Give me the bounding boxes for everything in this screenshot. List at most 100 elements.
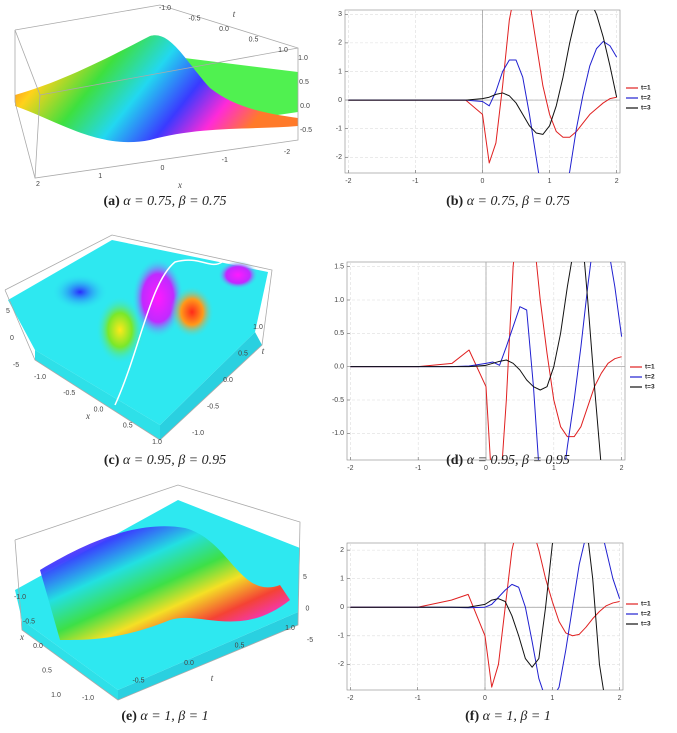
x-tick-label: 2: [36, 181, 40, 188]
y-tick-label: 1.5: [334, 264, 344, 271]
legend-label: t=1: [641, 85, 651, 92]
y-tick-label: -1.0: [159, 5, 171, 12]
legend-label: t=2: [641, 95, 651, 102]
y-tick-label: -1.0: [332, 430, 344, 437]
bounding-box: [14, 4, 299, 179]
legend-label: t=2: [641, 611, 651, 618]
y-tick-label: 1.0: [285, 625, 295, 632]
x-tick-label: -1.0: [14, 594, 26, 601]
bounding-box: [14, 484, 301, 701]
legend-label: t=3: [645, 384, 655, 391]
x-axis-label: x: [177, 180, 182, 190]
y-tick-label: 0.5: [249, 36, 259, 43]
t-axis-label: t: [262, 346, 265, 356]
x-tick-label: 1: [98, 173, 102, 180]
caption-label: (d): [446, 453, 463, 468]
x-tick-label: 0.5: [42, 667, 52, 674]
caption-text: α = 0.95, β = 0.95: [467, 453, 570, 468]
caption-text: α = 1, β = 1: [140, 709, 208, 724]
x-tick-label: -1: [412, 178, 418, 185]
caption-text: α = 1, β = 1: [483, 709, 551, 724]
x-tick-label: 0.0: [94, 406, 104, 413]
x-axis-label: x: [19, 632, 24, 642]
caption: (b) α = 0.75, β = 0.75: [446, 194, 570, 209]
surface-side: [35, 350, 160, 440]
legend-label: t=3: [641, 105, 651, 112]
z-tick-label: -5: [307, 637, 313, 644]
surface-band: [40, 526, 290, 640]
x-tick-label: 0: [484, 465, 488, 472]
x-tick-label: 1: [550, 695, 554, 702]
bounding-box: [4, 234, 273, 441]
surface: [15, 35, 298, 143]
y-tick-label: 0.5: [238, 350, 248, 357]
y-tick-label: -1.0: [192, 430, 204, 437]
caption: (e) α = 1, β = 1: [121, 709, 208, 724]
y-tick-label: 1.0: [253, 324, 263, 331]
y-tick-label: 1.0: [278, 47, 288, 54]
z-tick-label: 5: [6, 308, 10, 315]
y-tick-label: 0.5: [334, 330, 344, 337]
x-tick-label: -2: [284, 149, 290, 156]
series-line: [348, 40, 618, 173]
x-tick-label: -2: [347, 465, 353, 472]
surface-side: [22, 620, 118, 700]
y-tick-label: -2: [336, 154, 342, 161]
z-tick-label: -0.5: [300, 127, 312, 134]
x-tick-label: 0.5: [123, 423, 133, 430]
legend-label: t=3: [641, 621, 651, 628]
caption-label: (f): [465, 709, 479, 724]
series-line: [348, 10, 618, 135]
caption: (c) α = 0.95, β = 0.95: [104, 453, 226, 468]
caption-label: (a): [103, 194, 120, 209]
y-tick-label: -0.5: [132, 677, 144, 684]
t-axis-label: t: [233, 9, 236, 19]
x-axis-label: x: [85, 411, 90, 421]
y-tick-label: 2: [340, 547, 344, 554]
x-tick-label: -2: [345, 178, 351, 185]
caption-text: α = 0.75, β = 0.75: [467, 194, 570, 209]
z-tick-label: 0: [10, 335, 14, 342]
surface-feature: [96, 296, 144, 364]
caption-text: α = 0.75, β = 0.75: [123, 194, 226, 209]
surface-feature: [218, 261, 258, 289]
y-tick-label: -0.5: [207, 403, 219, 410]
caption-label: (c): [104, 453, 120, 468]
y-tick-label: -1.0: [82, 695, 94, 702]
y-tick-label: 0.0: [334, 364, 344, 371]
surface-side: [118, 612, 298, 700]
y-tick-label: -1: [336, 126, 342, 133]
y-tick-label: 3: [338, 11, 342, 18]
t-axis-label: t: [211, 673, 214, 683]
y-tick-label: 0.0: [219, 26, 229, 33]
x-tick-label: 1.0: [152, 439, 162, 446]
surface-plot-c: [4, 234, 273, 441]
series-line: [350, 262, 602, 460]
z-tick-label: 0.5: [299, 79, 309, 86]
caption-label: (b): [446, 194, 463, 209]
series-line: [350, 543, 621, 690]
x-tick-label: 1: [548, 178, 552, 185]
x-tick-label: 0: [481, 178, 485, 185]
caption: (a) α = 0.75, β = 0.75: [103, 194, 226, 209]
x-tick-label: 0.0: [33, 643, 43, 650]
surface-feature: [170, 286, 214, 338]
y-tick-label: 0.0: [223, 377, 233, 384]
surface-plot-a: [14, 4, 299, 179]
caption-text: α = 0.95, β = 0.95: [123, 453, 226, 468]
x-tick-label: -0.5: [63, 390, 75, 397]
x-tick-label: 1: [552, 465, 556, 472]
y-tick-label: 1: [340, 576, 344, 583]
caption: (d) α = 0.95, β = 0.95: [446, 453, 570, 468]
caption: (f) α = 1, β = 1: [465, 709, 551, 724]
x-tick-label: -1: [222, 157, 228, 164]
x-tick-label: -0.5: [23, 618, 35, 625]
y-tick-label: 1: [338, 68, 342, 75]
z-tick-label: 0.0: [300, 103, 310, 110]
y-tick-label: 0: [340, 604, 344, 611]
series-line: [350, 543, 620, 688]
x-tick-label: 2: [618, 695, 622, 702]
y-tick-label: 2: [338, 40, 342, 47]
y-tick-label: 1.0: [334, 297, 344, 304]
x-tick-label: -1.0: [34, 374, 46, 381]
